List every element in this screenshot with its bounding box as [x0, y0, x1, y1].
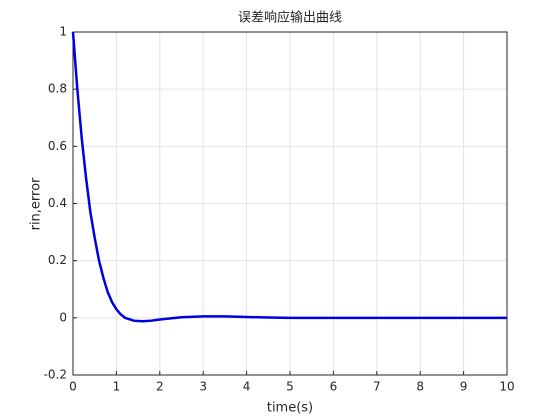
y-tick-label: 0.4 [48, 196, 67, 210]
x-axis-label: time(s) [267, 401, 313, 416]
y-tick-label: 1 [59, 25, 67, 39]
x-tick-label: 7 [373, 380, 381, 394]
x-tick-label: 1 [113, 380, 121, 394]
y-tick-label: 0.6 [48, 139, 67, 153]
y-tick-label: 0 [59, 310, 67, 324]
x-tick-label: 8 [416, 380, 424, 394]
x-tick-label: 10 [499, 380, 514, 394]
y-tick-label: 0.2 [48, 253, 67, 267]
y-axis-label: rin,error [29, 177, 44, 230]
x-tick-label: 3 [199, 380, 207, 394]
x-tick-label: 9 [460, 380, 468, 394]
x-tick-label: 2 [156, 380, 164, 394]
chart-title: 误差响应输出曲线 [238, 10, 342, 26]
y-tick-label: 0.8 [48, 82, 67, 96]
x-tick-label: 6 [330, 380, 338, 394]
y-tick-label: -0.2 [44, 368, 67, 382]
data-line [71, 31, 507, 323]
axes-box [72, 31, 508, 376]
x-tick-label: 5 [286, 380, 294, 394]
x-tick-label: 4 [243, 380, 251, 394]
x-tick-label: 0 [69, 380, 77, 394]
